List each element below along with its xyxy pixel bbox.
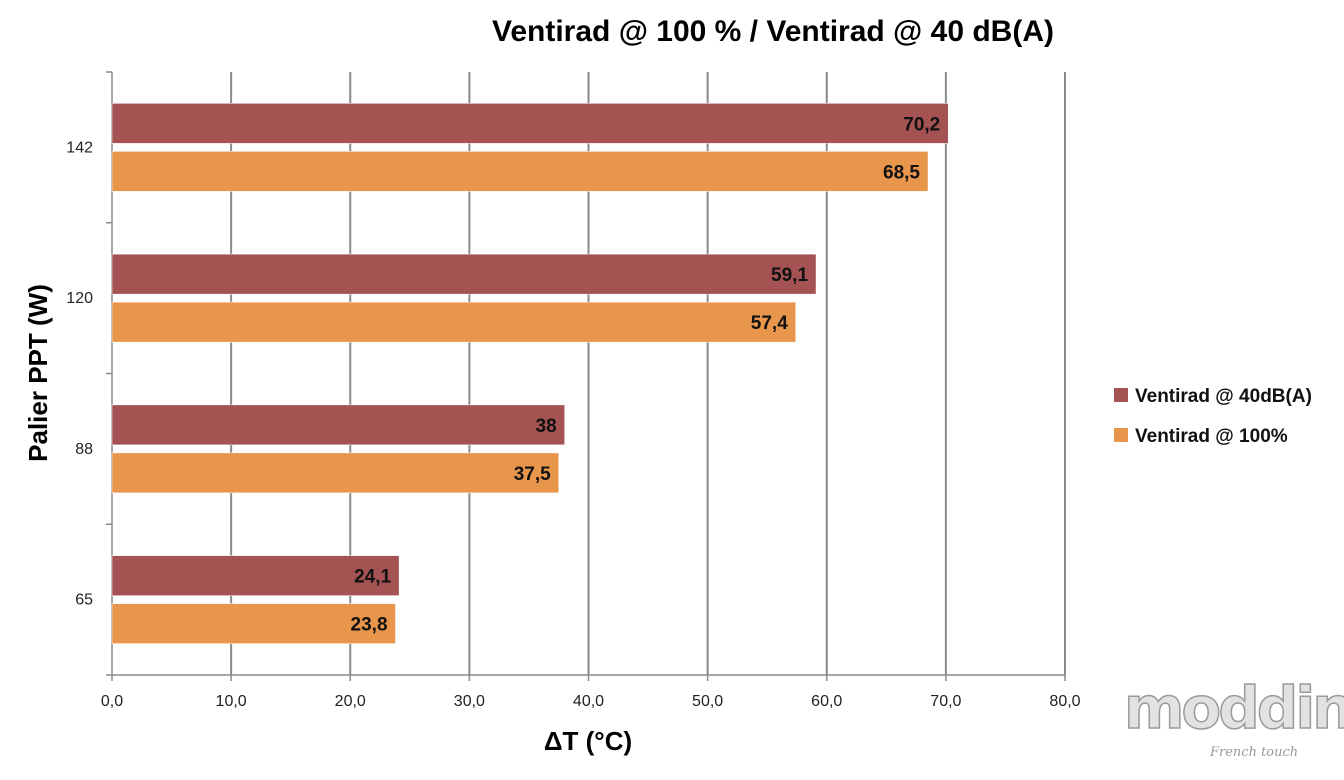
bar <box>111 301 797 343</box>
x-tick-label: 20,0 <box>335 693 366 710</box>
x-tick-label: 0,0 <box>101 693 123 710</box>
watermark-logo: modding.fr French touch <box>1123 673 1344 760</box>
watermark-subtext: French touch <box>1209 745 1298 760</box>
watermark-text: modding.fr <box>1124 674 1344 742</box>
bar <box>111 151 929 192</box>
data-label: 23,8 <box>351 615 388 636</box>
data-label: 37,5 <box>514 464 551 485</box>
data-label: 24,1 <box>354 567 391 588</box>
x-tick-label: 80,0 <box>1049 693 1080 710</box>
x-tick-label: 60,0 <box>811 693 842 710</box>
chart-title: Ventirad @ 100 % / Ventirad @ 40 dB(A) <box>492 15 1054 48</box>
y-axis-title: Palier PPT (W) <box>23 284 53 462</box>
bar <box>111 452 559 494</box>
x-tick-labels: 0,0 10,0 20,0 30,0 40,0 50,0 60,0 70,0 80,0 <box>101 693 1081 710</box>
data-label: 38 <box>536 416 557 437</box>
legend-swatch <box>1114 388 1128 402</box>
bar <box>111 103 949 144</box>
legend-swatch <box>1114 428 1128 442</box>
legend-label: Ventirad @ 100% <box>1135 426 1288 447</box>
x-tick-label: 50,0 <box>692 693 723 710</box>
y-tick-label: 88 <box>75 441 93 458</box>
y-tick-label: 65 <box>75 592 93 609</box>
bar <box>111 555 400 596</box>
x-tick-label: 40,0 <box>573 693 604 710</box>
y-tick-label: 142 <box>66 139 93 156</box>
x-tick-label: 10,0 <box>216 693 247 710</box>
data-label: 70,2 <box>903 114 940 135</box>
bar <box>111 603 396 644</box>
bar <box>111 404 565 446</box>
legend: Ventirad @ 40dB(A) Ventirad @ 100% <box>1114 386 1312 447</box>
data-label: 59,1 <box>771 265 808 286</box>
x-tick-label: 30,0 <box>454 693 485 710</box>
legend-label: Ventirad @ 40dB(A) <box>1135 386 1312 407</box>
bar <box>111 253 817 295</box>
x-tick-label: 70,0 <box>930 693 961 710</box>
data-label: 57,4 <box>751 313 788 334</box>
data-label: 68,5 <box>883 162 920 183</box>
data-labels: 24,1 23,8 38 37,5 59,1 57,4 70,2 68,5 <box>351 114 941 635</box>
x-axis-title: ΔT (°C) <box>544 726 632 756</box>
bars <box>111 103 949 644</box>
y-tick-labels: 65 88 120 142 <box>66 139 93 608</box>
y-tick-label: 120 <box>66 290 93 307</box>
